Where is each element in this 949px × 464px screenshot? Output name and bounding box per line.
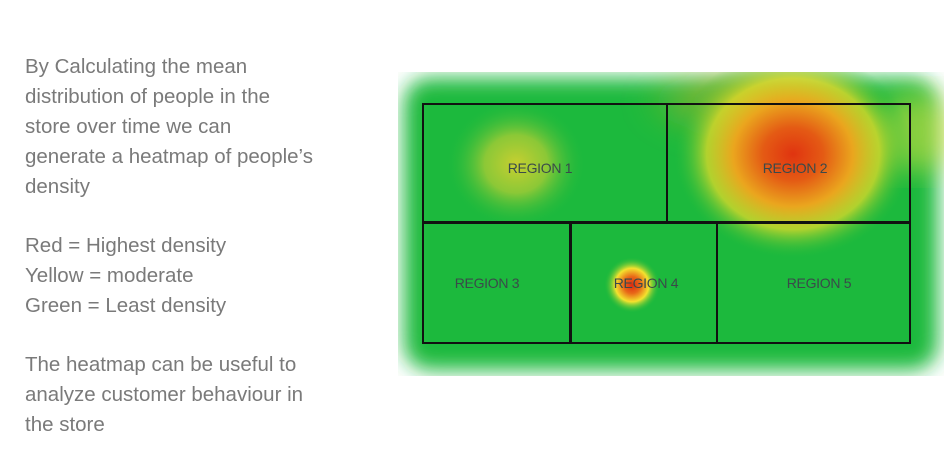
intro-paragraph: By Calculating the mean distribution of … [25,52,375,202]
hotspot-region-1 [446,100,586,228]
intro-line: store over time we can [25,115,232,138]
color-legend: Red = Highest density Yellow = moderate … [25,231,375,321]
region-5-outline [716,222,911,344]
heatmap-canvas: REGION 1 REGION 2 REGION 3 REGION 4 REGI… [398,72,944,376]
intro-line: generate a heatmap of people’s [25,145,313,168]
hotspot-region-4 [604,257,660,313]
legend-green: Green = Least density [25,294,227,317]
region-5-label: REGION 5 [787,275,852,291]
region-2-label: REGION 2 [763,160,828,176]
intro-line: distribution of people in the [25,85,271,108]
legend-yellow: Yellow = moderate [25,264,194,287]
intro-line: By Calculating the mean [25,55,248,78]
region-3-label: REGION 3 [455,275,520,291]
usefulness-line: The heatmap can be useful to [25,353,297,376]
floor-plan [422,103,911,344]
usefulness-line: the store [25,413,105,436]
description-panel: By Calculating the mean distribution of … [25,52,375,440]
region-1-label: REGION 1 [508,160,573,176]
hotspot-region-2 [673,72,913,259]
intro-line: density [25,175,90,198]
legend-red: Red = Highest density [25,234,227,257]
usefulness-paragraph: The heatmap can be useful to analyze cus… [25,350,375,440]
store-heatmap: REGION 1 REGION 2 REGION 3 REGION 4 REGI… [398,72,944,376]
usefulness-line: analyze customer behaviour in [25,383,304,406]
region-4-label: REGION 4 [614,275,679,291]
